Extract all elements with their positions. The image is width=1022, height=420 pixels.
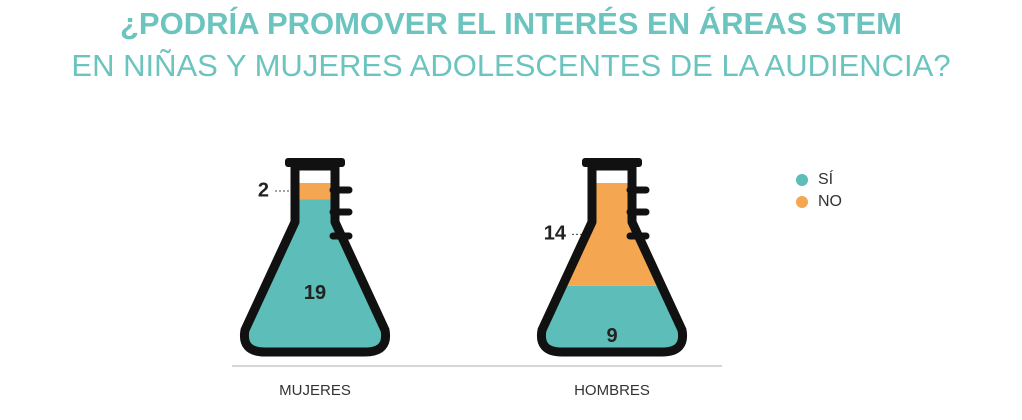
x-tick-label: MUJERES — [279, 382, 351, 399]
chart-subtitle: EN NIÑAS Y MUJERES ADOLESCENTES DE LA AU… — [71, 48, 950, 83]
flask-lip — [582, 158, 642, 167]
value-label: 14 — [544, 223, 567, 245]
flask-lip — [285, 158, 345, 167]
value-label: 19 — [304, 282, 326, 304]
legend-marker — [796, 196, 808, 208]
value-label: 9 — [606, 325, 617, 347]
value-label: 2 — [258, 179, 269, 201]
legend-label: SÍ — [818, 169, 834, 188]
legend-marker — [796, 174, 808, 186]
flask-fill — [541, 285, 683, 352]
chart-title: ¿PODRÍA PROMOVER EL INTERÉS EN ÁREAS STE… — [120, 6, 902, 41]
flask-outline — [239, 161, 391, 357]
legend-label: NO — [818, 193, 842, 210]
x-tick-label: HOMBRES — [574, 382, 650, 399]
flask-outline — [536, 161, 688, 357]
